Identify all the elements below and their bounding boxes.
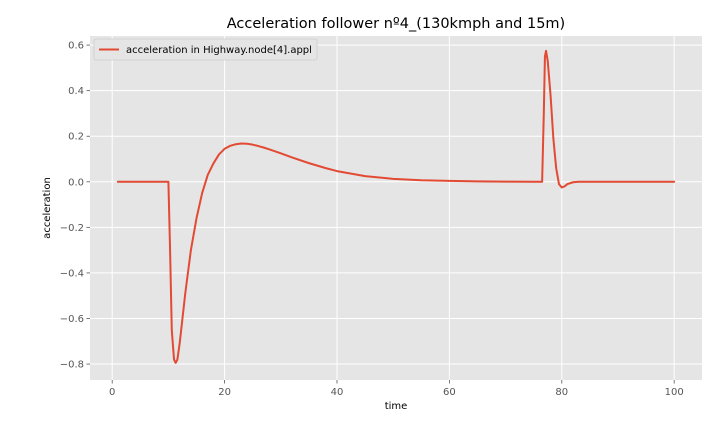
- x-tick-label: 60: [443, 387, 456, 398]
- y-tick-label: −0.6: [60, 314, 84, 325]
- x-axis-label: time: [385, 401, 408, 412]
- y-tick-label: 0.6: [68, 41, 84, 52]
- y-axis-ticks: −0.8 −0.6 −0.4 −0.2 0.0 0.2 0.4 0.6: [60, 41, 90, 371]
- y-tick-label: −0.8: [60, 360, 84, 371]
- grid: [90, 36, 702, 380]
- series-line: [116, 49, 676, 364]
- y-tick-label: 0.4: [68, 86, 84, 97]
- legend: acceleration in Highway.node[4].appl: [93, 38, 318, 61]
- x-tick-label: 0: [109, 387, 115, 398]
- plot-area: [90, 36, 702, 380]
- legend-box: [93, 38, 318, 61]
- x-axis-ticks: 0 20 40 60 80 100: [109, 380, 684, 398]
- x-tick-label: 40: [331, 387, 344, 398]
- legend-label: acceleration in Highway.node[4].appl: [126, 45, 312, 56]
- x-tick-label: 100: [665, 387, 684, 398]
- y-axis-label: acceleration: [42, 177, 53, 239]
- x-tick-label: 20: [218, 387, 231, 398]
- y-tick-label: −0.4: [60, 268, 84, 279]
- y-tick-label: 0.2: [68, 132, 84, 143]
- chart-title: Acceleration follower nº4_(130kmph and 1…: [227, 16, 565, 32]
- x-tick-label: 80: [555, 387, 568, 398]
- series-layer: [116, 49, 676, 364]
- y-tick-label: −0.2: [60, 223, 84, 234]
- y-tick-label: 0.0: [68, 177, 84, 188]
